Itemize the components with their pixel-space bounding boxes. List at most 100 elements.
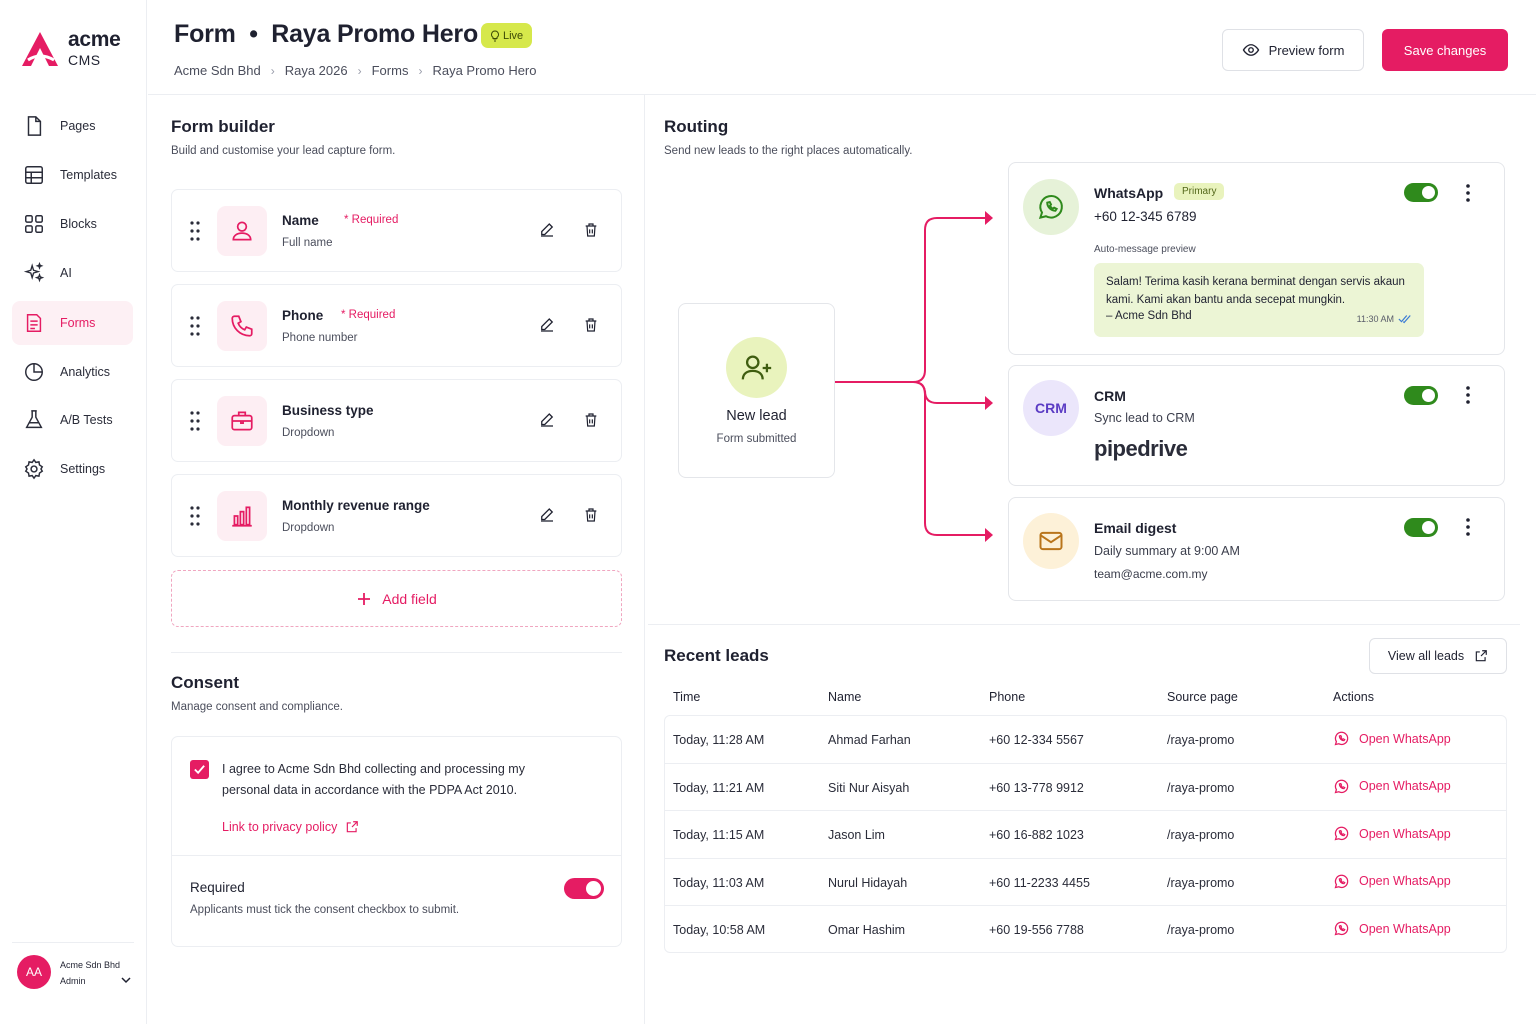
preview-form-label: Preview form [1268,42,1345,58]
field-card-business-type[interactable]: Business type Dropdown [171,379,622,462]
routing-connectors [835,211,993,542]
acme-logo-icon [22,32,58,66]
drag-handle-icon[interactable] [189,220,201,242]
brand-product: CMS [68,52,101,68]
page-title: Form • Raya Promo Hero [174,20,479,48]
breadcrumb-item[interactable]: Raya 2026 [284,63,348,78]
save-changes-button[interactable]: Save changes [1382,29,1508,71]
cell-phone: +60 13-778 9912 [989,780,1084,795]
user-role: Admin [60,976,86,986]
open-whatsapp-label: Open WhatsApp [1359,731,1451,746]
required-subtitle: Applicants must tick the consent checkbo… [190,904,460,916]
divider [172,855,621,856]
edit-icon[interactable] [538,316,556,334]
table-row: Today, 11:03 AM Nurul Hidayah +60 11-223… [665,859,1506,907]
consent-checkbox[interactable] [190,760,209,779]
drag-handle-icon[interactable] [189,315,201,337]
whatsapp-toggle[interactable] [1404,183,1438,202]
privacy-policy-link[interactable]: Link to privacy policy [222,820,359,834]
divider [148,94,1536,95]
nav-label: A/B Tests [60,413,113,427]
bar-chart-icon [217,491,267,541]
cell-time: Today, 11:03 AM [673,875,765,890]
new-lead-node: New lead Form submitted [678,303,835,478]
chevron-down-icon[interactable] [120,974,132,986]
flask-icon [22,408,46,432]
trash-icon[interactable] [583,506,599,524]
field-sub: Phone number [282,332,358,344]
trash-icon[interactable] [583,411,599,429]
plus-icon [358,592,371,605]
nav-item-analytics[interactable]: Analytics [12,350,133,394]
nav-label: Blocks [60,217,97,231]
chevron-right-icon: › [418,63,423,78]
cell-name: Siti Nur Aisyah [828,780,910,795]
email-route-card: Email digest Daily summary at 9:00 AM te… [1008,497,1505,601]
open-whatsapp-link[interactable]: Open WhatsApp [1333,730,1451,747]
required-toggle[interactable] [564,878,604,899]
open-whatsapp-label: Open WhatsApp [1359,779,1451,794]
pie-chart-icon [22,360,46,384]
column-header-phone: Phone [989,690,1026,704]
column-header-time: Time [673,690,701,704]
nav-item-templates[interactable]: Templates [12,153,133,197]
nav-item-pages[interactable]: Pages [12,104,133,148]
trash-icon[interactable] [583,221,599,239]
edit-icon[interactable] [538,221,556,239]
nav-label: Pages [60,119,96,133]
auto-message-label: Auto-message preview [1094,244,1196,255]
breadcrumb-item: Raya Promo Hero [432,63,537,78]
form-icon [22,311,46,335]
email-name: Email digest [1094,520,1177,536]
add-field-button[interactable]: Add field [171,570,622,627]
field-card-name[interactable]: Name * Required Full name [171,189,622,272]
table-row: Today, 10:58 AM Omar Hashim +60 19-556 7… [665,906,1506,954]
message-text: Salam! Terima kasih kerana berminat deng… [1106,276,1405,306]
phone-icon [217,301,267,351]
field-card-phone[interactable]: Phone * Required Phone number [171,284,622,367]
divider [12,942,134,943]
more-vertical-icon[interactable] [1465,517,1471,537]
whatsapp-icon [1334,779,1349,794]
nav-label: Settings [60,462,106,476]
more-vertical-icon[interactable] [1465,385,1471,405]
cell-source: /raya-promo [1167,780,1235,795]
user-plus-icon [726,337,787,398]
open-whatsapp-link[interactable]: Open WhatsApp [1333,778,1451,795]
privacy-policy-label: Link to privacy policy [222,820,338,834]
user-icon [217,206,267,256]
edit-icon[interactable] [538,506,556,524]
crm-toggle[interactable] [1404,386,1438,405]
breadcrumb-item[interactable]: Acme Sdn Bhd [174,63,261,78]
open-whatsapp-link[interactable]: Open WhatsApp [1333,825,1451,842]
cell-source: /raya-promo [1167,733,1235,747]
field-card-monthly-revenue[interactable]: Monthly revenue range Dropdown [171,474,622,557]
trash-icon[interactable] [583,316,599,334]
more-vertical-icon[interactable] [1465,183,1471,203]
drag-handle-icon[interactable] [189,505,201,527]
form-builder-subtitle: Build and customise your lead capture fo… [171,145,396,157]
open-whatsapp-label: Open WhatsApp [1359,826,1451,841]
edit-icon[interactable] [538,411,556,429]
view-all-leads-button[interactable]: View all leads [1369,638,1507,674]
crm-badge-icon: CRM [1023,380,1079,436]
drag-handle-icon[interactable] [189,410,201,432]
nav-item-blocks[interactable]: Blocks [12,202,133,246]
nav-item-settings[interactable]: Settings [12,447,133,491]
message-signature: – Acme Sdn Bhd [1106,310,1192,322]
view-all-leads-label: View all leads [1387,649,1465,663]
email-toggle[interactable] [1404,518,1438,537]
nav-item-ai[interactable]: AI [12,251,133,295]
nav-item-forms[interactable]: Forms [12,301,133,345]
briefcase-icon [217,396,267,446]
avatar[interactable]: AA [17,955,51,989]
divider [171,652,622,653]
nav-label: Templates [60,168,117,182]
required-indicator: * Required [344,214,399,226]
preview-form-button[interactable]: Preview form [1222,29,1364,71]
whatsapp-icon [1334,874,1349,889]
open-whatsapp-link[interactable]: Open WhatsApp [1333,873,1451,890]
open-whatsapp-link[interactable]: Open WhatsApp [1333,920,1451,937]
nav-item-ab-tests[interactable]: A/B Tests [12,398,133,442]
breadcrumb-item[interactable]: Forms [371,63,409,78]
